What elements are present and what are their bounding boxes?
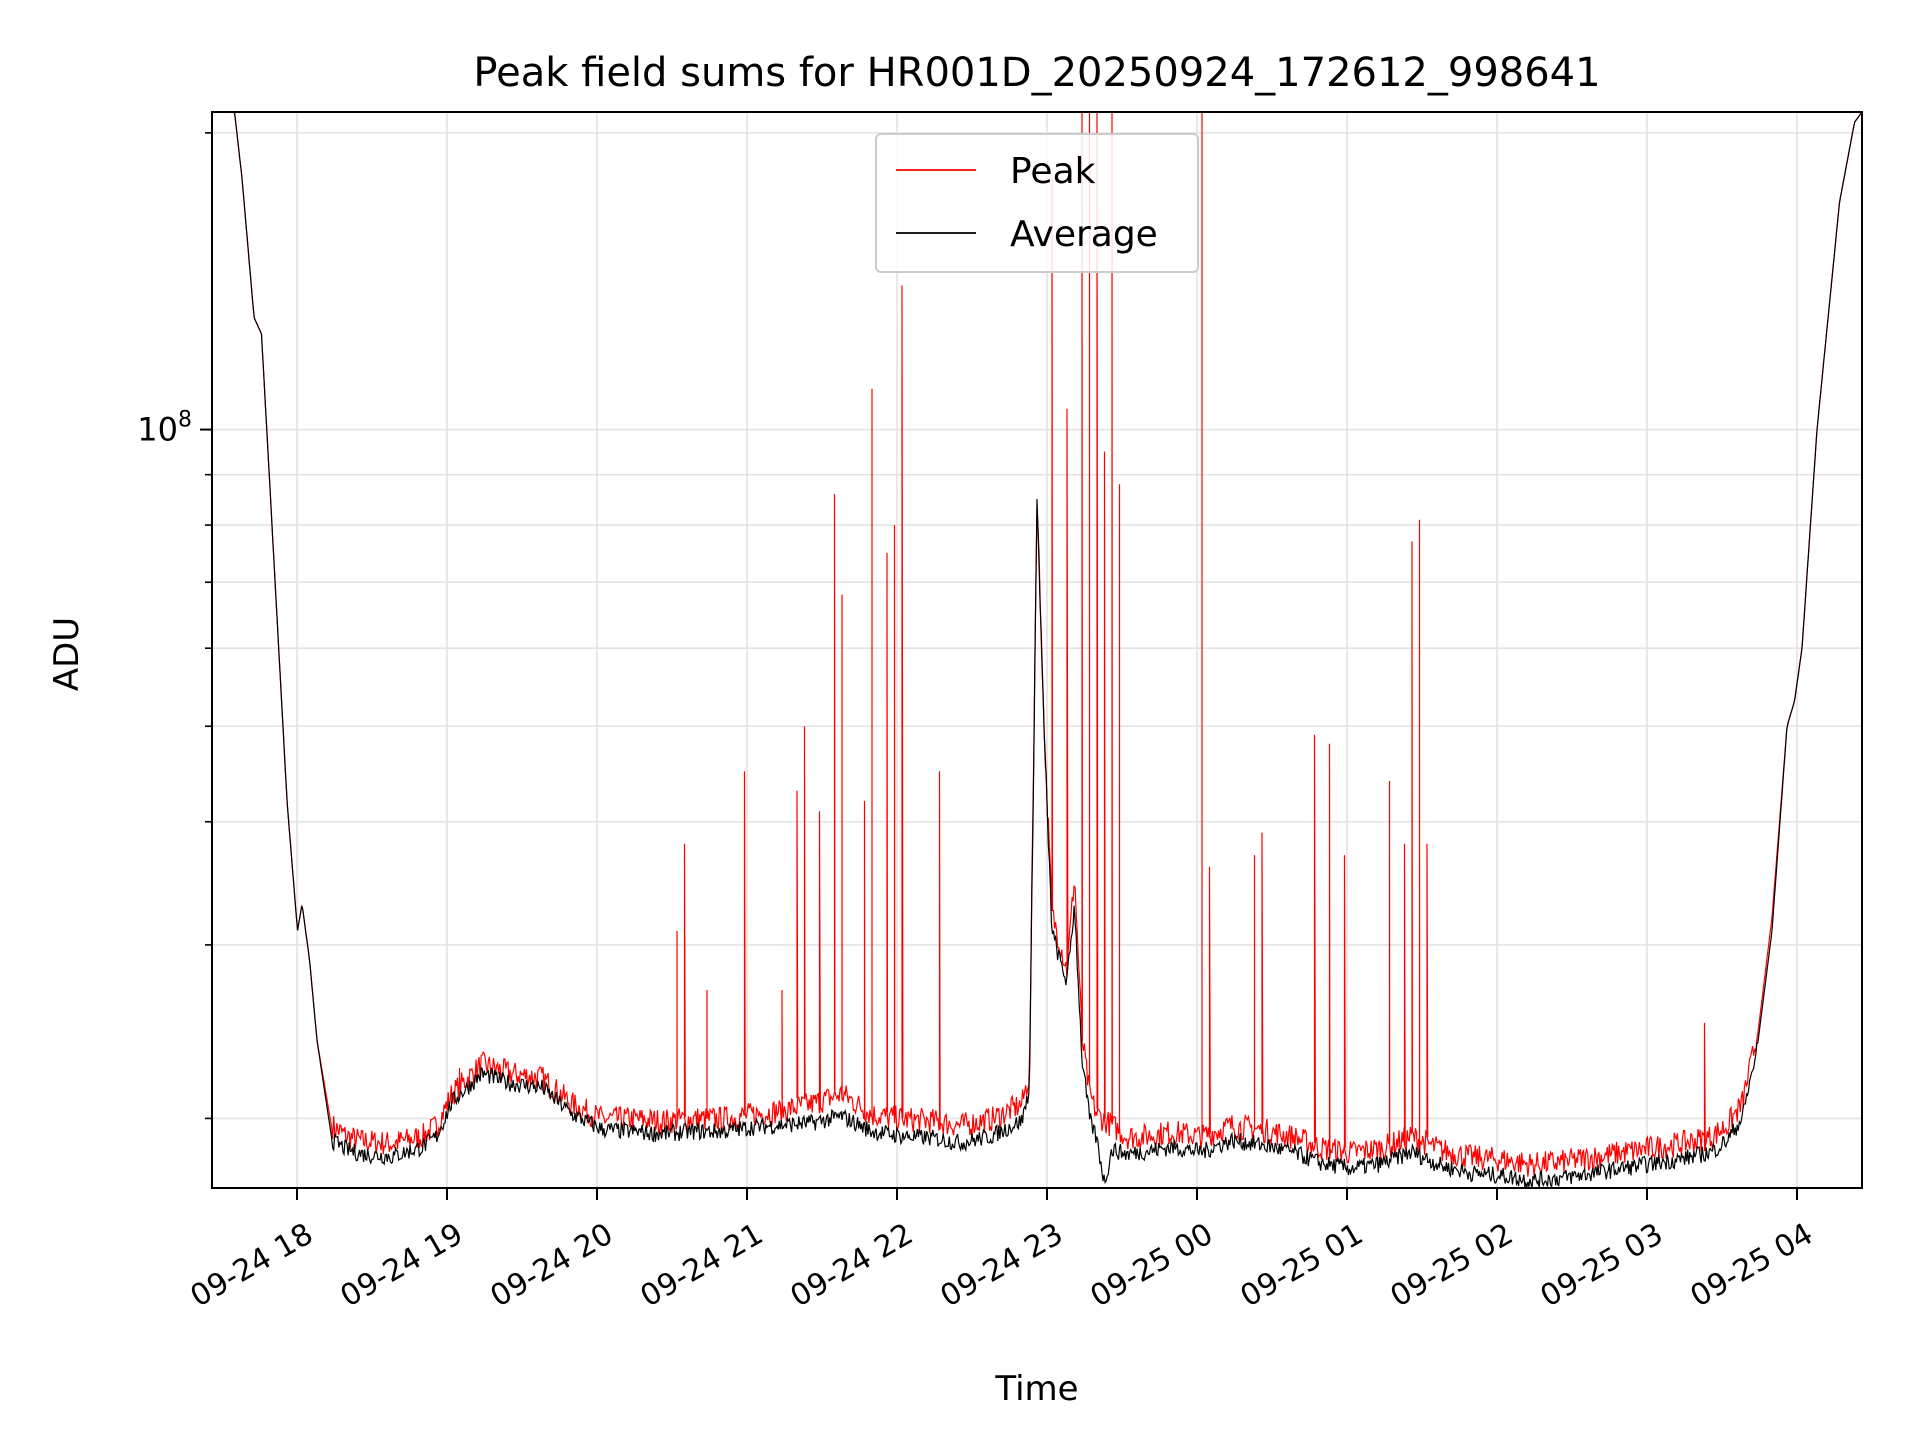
y-tick-label: 108 [137, 408, 192, 449]
x-tick-label: 09-24 22 [785, 1217, 919, 1315]
x-tick-label: 09-24 21 [635, 1217, 769, 1315]
x-tick-label: 09-25 00 [1085, 1217, 1219, 1315]
x-tick-label: 09-25 04 [1685, 1217, 1819, 1315]
plot-frame [211, 111, 1863, 1189]
legend: Peak Average [875, 133, 1199, 273]
x-axis-label: Time [994, 1369, 1078, 1409]
legend-box [875, 133, 1199, 273]
series-layer [212, 112, 1862, 1188]
legend-peak-label: Peak [1010, 151, 1096, 192]
x-tick-label: 09-25 03 [1535, 1217, 1669, 1315]
x-tick-label: 09-25 02 [1385, 1217, 1519, 1315]
series-average-line [212, 112, 1862, 1188]
y-axis-label: ADU [47, 617, 87, 691]
grid [212, 112, 1862, 1188]
x-tick-label: 09-24 18 [185, 1217, 319, 1315]
legend-average-label: Average [1010, 214, 1158, 255]
x-tick-label: 09-24 20 [485, 1217, 619, 1315]
x-axis: 09-24 18 09-24 19 09-24 20 09-24 21 09-24 22… [185, 1188, 1819, 1314]
chart-title: Peak field sums for HR001D_20250924_1726… [473, 50, 1600, 96]
y-axis: 108 [137, 132, 212, 1120]
x-tick-label: 09-25 01 [1235, 1217, 1369, 1315]
x-tick-label: 09-24 23 [935, 1217, 1069, 1315]
x-tick-label: 09-24 19 [335, 1217, 469, 1315]
